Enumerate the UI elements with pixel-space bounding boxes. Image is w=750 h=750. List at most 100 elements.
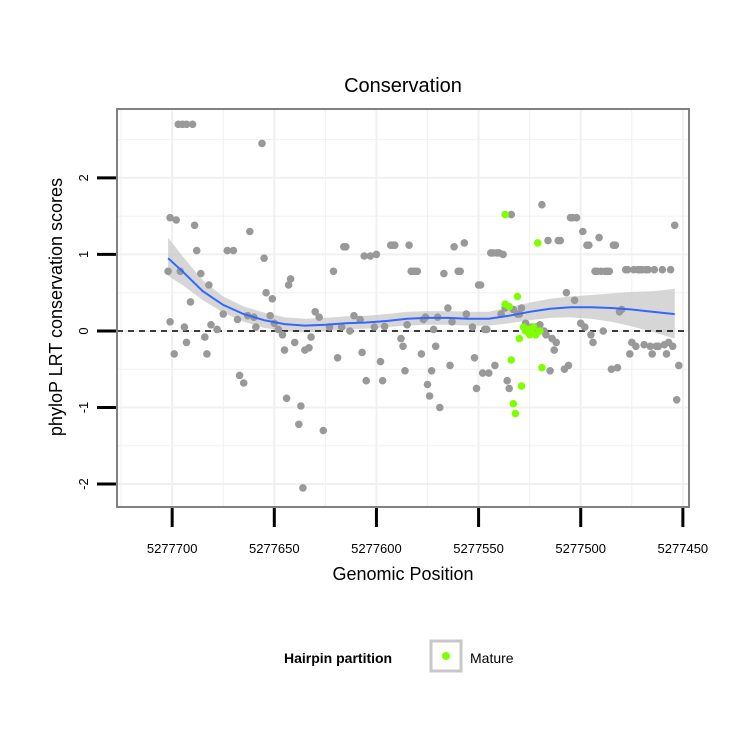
data-point-other: [503, 376, 512, 385]
data-point-mature: [536, 327, 544, 335]
data-point-other: [186, 298, 195, 306]
data-point-other: [626, 350, 634, 358]
data-point-other: [280, 346, 289, 354]
data-point-other: [579, 227, 587, 236]
x-tick-label: 5277700: [147, 541, 198, 556]
smooth-trend-line: [167, 257, 675, 327]
data-point-other: [564, 361, 573, 370]
data-point-other: [305, 344, 313, 352]
data-point-other: [201, 333, 209, 341]
data-point-other: [205, 281, 213, 289]
data-point-other: [585, 241, 593, 249]
data-point-other: [337, 323, 346, 331]
data-point-other: [190, 221, 199, 230]
data-point-other: [203, 350, 211, 358]
data-point-mature: [501, 210, 509, 219]
data-point-other: [517, 304, 526, 312]
data-point-other: [166, 213, 174, 222]
data-point-other: [286, 275, 295, 283]
chart-title: Conservation: [344, 75, 462, 97]
data-point-mature: [509, 399, 518, 408]
data-point-other: [329, 267, 338, 276]
x-axis: 5277700 5277650 5277600 5277550 5277500 52774…: [147, 508, 708, 556]
data-point-other: [182, 120, 191, 129]
x-tick-label: 5277550: [453, 541, 504, 556]
data-point-other: [262, 288, 270, 297]
x-tick-label: 5277450: [658, 541, 709, 556]
confidence-ribbon: [168, 237, 675, 339]
data-point-other: [507, 210, 516, 219]
data-point-other: [391, 241, 399, 249]
y-axis: -2 -1 0 1 2: [76, 174, 116, 490]
data-point-other: [675, 361, 683, 370]
data-point-other: [376, 357, 385, 366]
data-point-other: [485, 369, 493, 377]
data-point-mature: [529, 323, 538, 331]
data-point-other: [366, 252, 375, 260]
data-point-other: [670, 221, 679, 230]
data-point-other: [252, 323, 260, 331]
data-point-other: [360, 252, 369, 260]
data-point-other: [405, 241, 413, 249]
data-point-other: [450, 243, 458, 251]
data-point-other: [599, 327, 607, 335]
data-point-other: [219, 310, 227, 318]
data-point-other: [640, 340, 648, 349]
plot-panel: [116, 108, 690, 508]
data-point-other: [417, 350, 426, 358]
data-point-other: [346, 327, 354, 335]
data-point-other: [197, 269, 205, 278]
data-point-other: [544, 236, 552, 245]
data-point-other: [397, 334, 405, 343]
data-point-other: [425, 392, 434, 400]
data-point-other: [505, 384, 513, 393]
data-point-other: [605, 267, 614, 276]
data-point-other: [350, 311, 358, 320]
data-point-mature: [507, 356, 516, 364]
data-point-other: [648, 350, 656, 358]
data-point-other: [176, 267, 185, 276]
data-point-other: [188, 120, 197, 129]
data-point-other: [266, 311, 275, 320]
data-point-other: [468, 323, 477, 331]
data-point-mature: [513, 292, 522, 301]
data-point-other: [632, 342, 640, 351]
data-point-other: [342, 243, 350, 251]
data-point-other: [268, 295, 277, 303]
data-point-mature: [505, 302, 513, 311]
data-point-other: [429, 325, 438, 334]
data-point-other: [299, 484, 307, 492]
data-point-other: [646, 342, 654, 351]
data-point-other: [444, 304, 452, 312]
data-point-mature: [538, 363, 546, 372]
data-point-other: [668, 342, 677, 351]
data-point-other: [478, 369, 487, 377]
data-point-other: [476, 281, 485, 289]
data-point-other: [235, 371, 244, 380]
data-point-other: [550, 346, 558, 354]
data-point-other: [666, 265, 675, 274]
data-point-other: [572, 213, 581, 222]
panel-border: [116, 108, 690, 508]
data-point-other: [223, 246, 232, 255]
legend-label-mature: Mature: [470, 650, 514, 666]
data-point-other: [536, 321, 544, 329]
legend-key-mature: [442, 652, 450, 660]
data-point-other: [448, 318, 456, 326]
data-point-other: [542, 331, 550, 339]
data-point-other: [297, 402, 305, 410]
x-tick-label: 5277600: [351, 541, 402, 556]
data-point-other: [650, 265, 659, 274]
data-point-mature: [534, 239, 542, 247]
data-point-other: [282, 394, 291, 403]
data-point-other: [654, 342, 663, 351]
data-point-other: [315, 313, 324, 322]
data-point-other: [436, 403, 444, 412]
data-point-other: [658, 265, 667, 274]
legend-title: Hairpin partition: [284, 650, 392, 666]
y-tick-label: 1: [76, 251, 91, 258]
data-point-other: [456, 267, 465, 276]
data-point-other: [378, 376, 387, 385]
data-point-other: [260, 254, 268, 262]
